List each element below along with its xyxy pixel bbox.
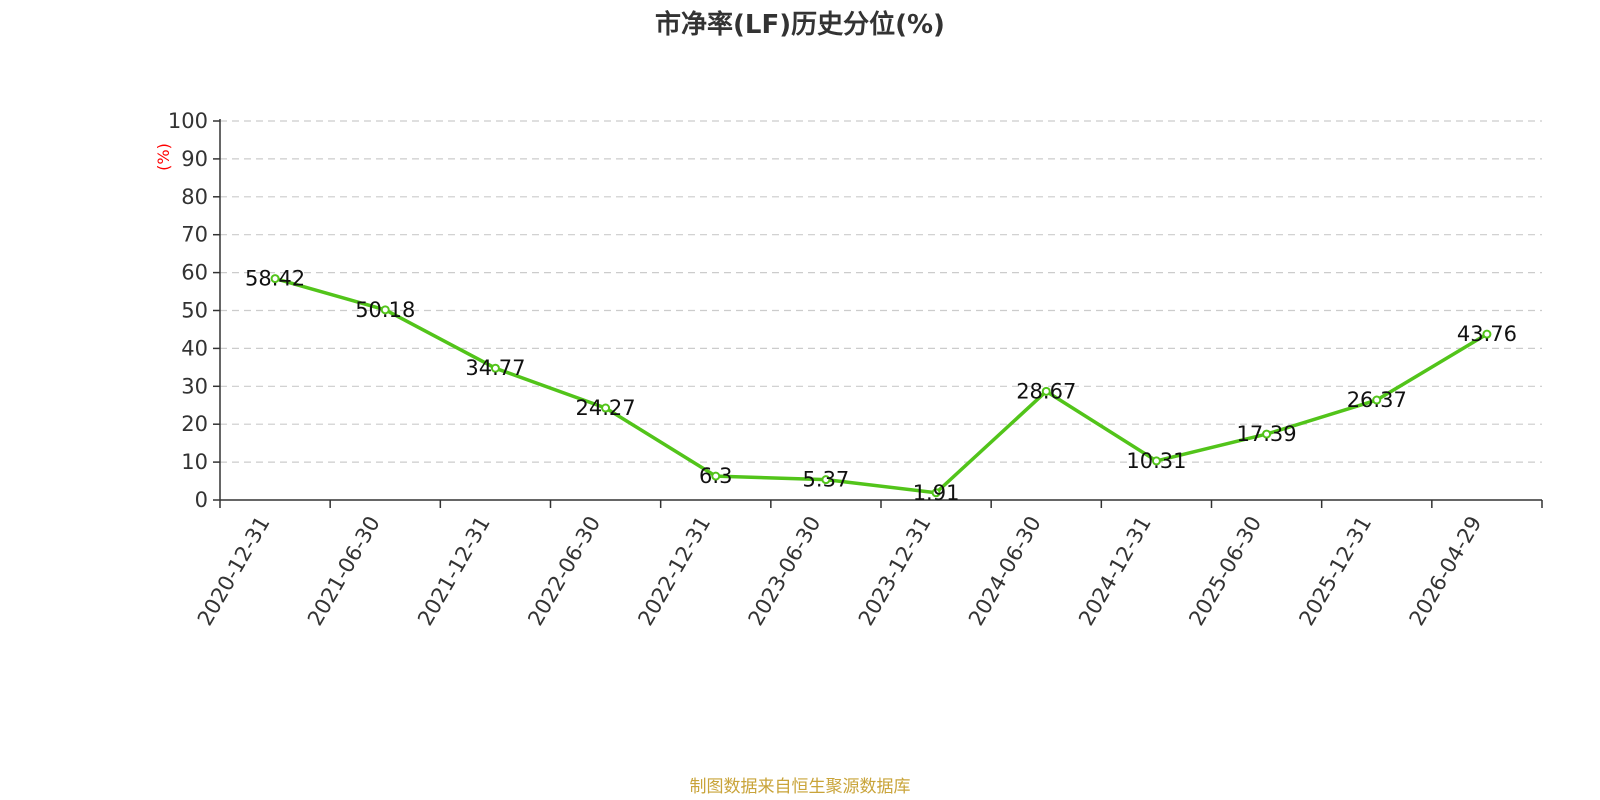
data-source-note: 制图数据来自恒生聚源数据库 [689, 777, 911, 797]
x-tick-label: 2022-12-31 [633, 512, 715, 630]
data-point [1262, 429, 1272, 439]
data-point [1372, 395, 1382, 405]
data-point [380, 305, 390, 315]
x-tick-label: 2023-12-31 [854, 512, 936, 630]
data-point [1041, 386, 1051, 396]
y-tick-label: 10 [181, 450, 208, 474]
x-tick-label: 2024-06-30 [964, 512, 1046, 630]
x-tick-label: 2025-06-30 [1184, 512, 1266, 630]
x-tick-label: 2024-12-31 [1074, 512, 1156, 630]
data-label: 5.37 [803, 468, 850, 492]
data-labels: 58.42 50.18 34.77 24.27 6.3 5.37 1.91 28.67 10.3… [245, 267, 1517, 505]
data-point [1482, 329, 1492, 339]
y-tick-label: 60 [181, 261, 208, 285]
x-tick-label: 2021-06-30 [303, 512, 385, 630]
y-tick-label: 80 [181, 185, 208, 209]
y-tick-label: 0 [195, 488, 208, 512]
data-label: 6.3 [699, 464, 732, 488]
y-axis-unit-label: (%) [154, 143, 173, 171]
x-axis-ticks: 2020-12-31 2021-06-30 2021-12-31 2022-06-30… [193, 500, 1543, 630]
data-label: 17.39 [1237, 422, 1297, 446]
data-point [490, 363, 500, 373]
data-label: 1.91 [913, 481, 960, 505]
x-tick-label: 2020-12-31 [193, 512, 275, 630]
x-tick-label: 2025-12-31 [1294, 512, 1376, 630]
grid-lines [220, 120, 1542, 463]
data-label: 10.31 [1126, 449, 1186, 473]
data-label: 34.77 [465, 356, 525, 380]
y-tick-label: 30 [181, 374, 208, 398]
y-tick-label: 50 [181, 299, 208, 323]
series-line-path [274, 276, 1488, 495]
data-label: 28.67 [1016, 379, 1076, 403]
data-point [601, 403, 611, 413]
x-tick-label: 2021-12-31 [413, 512, 495, 630]
y-tick-label: 90 [181, 147, 208, 171]
y-tick-label: 20 [181, 412, 208, 436]
x-tick-label: 2023-06-30 [744, 512, 826, 630]
x-tick-label: 2026-04-29 [1405, 512, 1487, 630]
data-label: 24.27 [576, 396, 636, 420]
data-point [270, 274, 280, 284]
x-tick-label: 2022-06-30 [523, 512, 605, 630]
chart-title: 市净率(LF)历史分位(%) [655, 10, 945, 40]
series-line [270, 274, 1492, 498]
data-point [931, 488, 941, 498]
line-chart: 0 10 20 30 40 50 60 70 80 90 100 2020-12-31 2021-06… [154, 109, 1543, 630]
data-point [821, 475, 831, 485]
y-axis-ticks: 0 10 20 30 40 50 60 70 80 90 100 [168, 109, 220, 512]
data-label: 50.18 [355, 298, 415, 322]
data-point [1151, 456, 1161, 466]
data-label: 58.42 [245, 267, 305, 291]
axes [219, 119, 1542, 501]
y-tick-label: 40 [181, 336, 208, 360]
data-point [711, 471, 721, 481]
data-label: 26.37 [1347, 388, 1407, 412]
data-label: 43.76 [1457, 322, 1517, 346]
y-tick-label: 70 [181, 223, 208, 247]
y-tick-label: 100 [168, 109, 208, 133]
